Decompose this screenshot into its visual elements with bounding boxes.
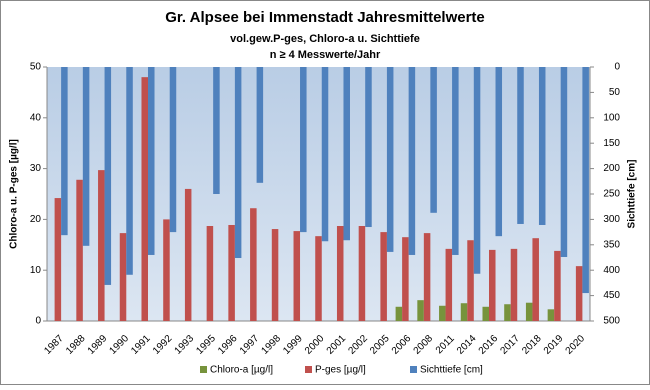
bar <box>336 226 344 321</box>
legend-swatch <box>200 366 207 373</box>
bar <box>473 67 481 274</box>
bar <box>386 67 394 252</box>
subtitle: vol.gew.P-ges, Chloro-a u. Sichttiefe <box>230 33 420 45</box>
legend-swatch <box>410 366 417 373</box>
bar <box>495 67 503 237</box>
bar <box>532 238 539 321</box>
bar <box>61 67 68 236</box>
chart-title: Gr. Alpsee bei Immenstadt Jahresmittelwe… <box>165 9 485 26</box>
bar <box>517 67 524 224</box>
y-tick-label: 40 <box>30 112 42 123</box>
y-tick-label: 30 <box>30 163 42 174</box>
y2-tick-label: 150 <box>603 138 620 149</box>
bar <box>582 67 589 294</box>
bar <box>365 67 372 228</box>
bar <box>575 266 583 321</box>
bar <box>408 67 416 255</box>
y-tick-label: 50 <box>30 62 42 73</box>
y2-tick-label: 0 <box>614 62 620 73</box>
bar <box>510 248 518 321</box>
bar <box>547 309 555 321</box>
bar <box>402 237 409 321</box>
bar <box>538 67 546 225</box>
bar <box>358 226 366 321</box>
bar <box>460 303 468 321</box>
y2-tick-label: 300 <box>603 214 620 225</box>
bar <box>300 67 307 233</box>
bar <box>82 67 90 246</box>
bar <box>98 170 105 321</box>
bar <box>213 67 220 194</box>
bar <box>250 208 257 321</box>
bar <box>321 67 329 242</box>
y2-tick-label: 350 <box>603 239 620 250</box>
bar <box>380 232 387 321</box>
bar <box>206 226 214 321</box>
bar <box>293 231 301 321</box>
y2-tick-label: 400 <box>603 265 620 276</box>
bar <box>423 233 431 321</box>
bar <box>184 188 192 321</box>
bar <box>504 304 511 321</box>
y2-tick-label: 250 <box>603 189 620 200</box>
bar <box>315 236 322 321</box>
bar <box>104 67 112 285</box>
bar <box>54 198 62 321</box>
bar <box>256 67 264 183</box>
bar <box>560 67 568 257</box>
bar <box>554 250 561 321</box>
bar <box>126 67 133 275</box>
bar <box>163 219 170 321</box>
bar <box>452 67 459 255</box>
bar <box>482 306 490 321</box>
bar <box>525 302 533 321</box>
bar <box>445 248 453 321</box>
y2-tick-label: 500 <box>603 316 620 327</box>
y-tick-label: 10 <box>30 265 42 276</box>
bar <box>76 179 83 321</box>
y2-tick-label: 100 <box>603 112 620 123</box>
y2-tick-label: 200 <box>603 163 620 174</box>
bar <box>395 306 403 321</box>
bar <box>141 77 148 321</box>
bar <box>417 300 424 321</box>
bar <box>489 249 496 321</box>
legend-label: P-ges [µg/l] <box>315 365 366 376</box>
y2-tick-label: 50 <box>609 87 621 98</box>
y-tick-label: 0 <box>35 316 41 327</box>
y2-tick-label: 450 <box>603 290 620 301</box>
bar <box>439 305 446 321</box>
bar <box>234 67 242 259</box>
subtitle: n ≥ 4 Messwerte/Jahr <box>270 49 381 61</box>
y2-axis-label: Sichttiefe [cm] <box>627 160 638 229</box>
bar <box>119 233 127 321</box>
bar <box>343 67 350 241</box>
y-axis-label: Chloro-a u. P-ges [µg/l] <box>9 139 20 249</box>
bar <box>169 67 177 233</box>
legend-label: Sichttiefe [cm] <box>420 365 483 376</box>
y-tick-label: 20 <box>30 214 42 225</box>
bar <box>467 240 474 321</box>
bar <box>147 67 155 255</box>
bar <box>271 229 279 321</box>
bar <box>430 67 437 213</box>
bar <box>228 224 235 321</box>
legend-swatch <box>305 366 312 373</box>
legend-label: Chloro-a [µg/l] <box>210 365 273 376</box>
